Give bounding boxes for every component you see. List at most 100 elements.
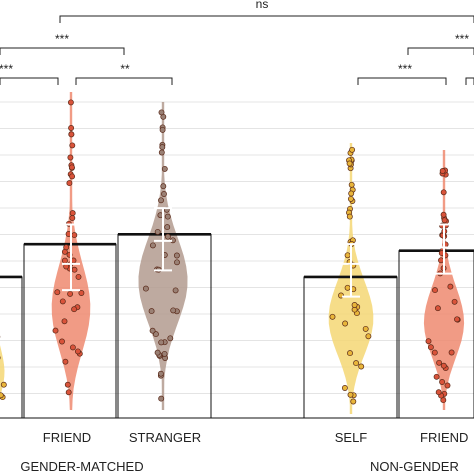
data-point — [341, 385, 348, 391]
data-point — [362, 325, 369, 332]
bracket-gm-top — [0, 47, 125, 55]
data-point — [349, 146, 356, 153]
data-point — [344, 284, 351, 291]
data-point — [440, 211, 447, 218]
data-point — [158, 395, 165, 402]
significance-layer — [0, 15, 474, 85]
data-point — [440, 362, 447, 369]
data-point — [67, 290, 74, 297]
data-point — [431, 349, 438, 356]
data-point — [159, 144, 166, 151]
data-point — [74, 348, 81, 355]
data-point — [173, 252, 180, 259]
data-point — [448, 349, 455, 356]
data-point — [68, 131, 75, 138]
data-point — [329, 313, 336, 320]
data-point — [342, 320, 349, 327]
data-point — [158, 197, 164, 204]
violin-friend-4 — [423, 150, 465, 410]
data-point — [347, 195, 354, 202]
data-point — [154, 349, 161, 356]
data-point — [347, 350, 353, 357]
data-point — [432, 287, 438, 294]
group-label-gender-matched: GENDER-MATCHED — [20, 459, 143, 474]
data-point — [438, 257, 444, 264]
sig-label-gm-self-friend-top: *** — [55, 32, 69, 46]
data-point — [68, 125, 75, 131]
data-point — [149, 327, 156, 334]
group-label-non-gender: NON-GENDER — [370, 459, 459, 474]
data-point — [64, 381, 71, 388]
data-point — [69, 215, 76, 221]
data-point — [167, 335, 174, 342]
data-point — [0, 381, 7, 388]
bracket-ngm-top — [407, 47, 474, 55]
data-point — [61, 318, 68, 325]
data-point — [75, 273, 82, 280]
data-point — [347, 391, 354, 398]
bar-layer — [0, 233, 474, 419]
data-point — [67, 154, 74, 161]
data-point — [346, 213, 353, 220]
data-point — [65, 389, 72, 396]
data-point — [78, 290, 85, 296]
data-point — [148, 308, 155, 315]
data-point — [158, 339, 165, 346]
error-bar-layer — [62, 207, 453, 298]
violin-self-0 — [0, 345, 5, 398]
data-point — [427, 344, 434, 351]
data-point — [161, 350, 168, 357]
bracket-ngm-right — [465, 77, 474, 85]
x-tick-label-stranger: STRANGER — [129, 430, 201, 445]
data-point — [348, 181, 355, 188]
data-point — [451, 298, 458, 305]
sig-label-ns: ns — [256, 0, 269, 11]
data-point — [350, 398, 357, 405]
data-point — [71, 266, 78, 273]
sig-label-gm-friend-stranger: ** — [120, 62, 130, 76]
data-point — [59, 298, 66, 305]
data-point — [172, 287, 179, 294]
data-point — [164, 233, 171, 240]
data-point — [454, 316, 460, 323]
data-point — [439, 168, 446, 174]
bracket-ns — [59, 15, 474, 23]
data-point — [62, 358, 69, 365]
data-point — [346, 160, 353, 167]
grid-lines — [0, 101, 474, 394]
data-point — [441, 217, 448, 224]
data-point — [447, 283, 454, 290]
bracket-gm-friend-stranger — [75, 77, 173, 85]
data-point — [164, 213, 171, 220]
data-point — [344, 252, 351, 259]
data-point — [69, 344, 76, 351]
bracket-gm-self-friend — [0, 77, 59, 85]
x-tick-label-friend-2: FRIEND — [420, 430, 468, 445]
data-point — [66, 180, 73, 187]
data-point — [170, 307, 177, 314]
data-point — [351, 302, 358, 308]
data-point — [158, 149, 165, 156]
data-point — [440, 189, 447, 196]
data-point — [435, 389, 442, 396]
data-point — [161, 191, 167, 197]
data-point — [358, 363, 365, 370]
data-point — [161, 165, 168, 172]
data-point — [439, 379, 446, 385]
data-point — [68, 164, 75, 171]
data-point — [59, 338, 65, 345]
data-point — [348, 190, 355, 197]
sig-label-ngm-self-friend: *** — [398, 62, 412, 76]
data-point — [52, 327, 59, 334]
data-point — [174, 259, 180, 266]
data-point — [160, 183, 167, 190]
bar-self-0 — [0, 276, 23, 419]
data-point — [69, 210, 76, 217]
data-point — [154, 228, 161, 235]
data-point — [0, 392, 4, 399]
data-point — [164, 224, 171, 231]
data-point — [61, 257, 68, 264]
x-tick-label-friend-1: FRIEND — [43, 430, 91, 445]
data-point — [142, 285, 149, 292]
